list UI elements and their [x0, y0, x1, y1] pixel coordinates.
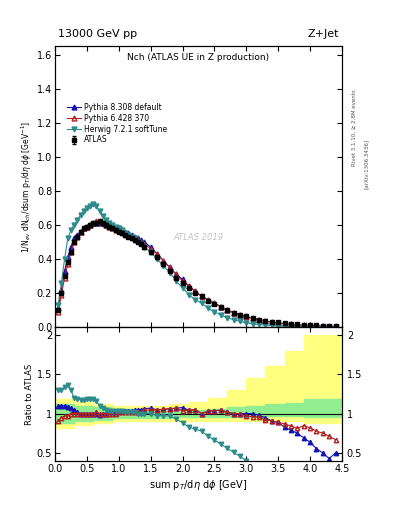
Herwig 7.2.1 softTune — [101, 214, 105, 220]
Pythia 6.428 370 — [56, 309, 61, 315]
Herwig 7.2.1 softTune — [320, 324, 325, 330]
Y-axis label: Ratio to ATLAS: Ratio to ATLAS — [25, 364, 34, 424]
Pythia 6.428 370 — [333, 323, 338, 329]
Pythia 8.308 default — [333, 324, 338, 330]
Text: ATLAS 2019: ATLAS 2019 — [173, 232, 224, 242]
Herwig 7.2.1 softTune — [91, 201, 95, 207]
Herwig 7.2.1 softTune — [314, 324, 319, 330]
Herwig 7.2.1 softTune — [244, 319, 249, 326]
Pythia 8.308 default — [244, 313, 249, 319]
X-axis label: sum p$_T$/d$\eta$ d$\phi$ [GeV]: sum p$_T$/d$\eta$ d$\phi$ [GeV] — [149, 478, 248, 492]
Pythia 6.428 370 — [101, 220, 105, 226]
Pythia 6.428 370 — [282, 321, 287, 327]
Pythia 8.308 default — [327, 324, 332, 330]
Pythia 8.308 default — [91, 220, 95, 226]
Pythia 6.428 370 — [94, 219, 99, 225]
Herwig 7.2.1 softTune — [104, 217, 108, 223]
Pythia 6.428 370 — [219, 304, 223, 310]
Pythia 8.308 default — [219, 304, 223, 310]
Pythia 8.308 default — [282, 321, 287, 327]
Pythia 8.308 default — [104, 222, 108, 228]
Text: Z+Jet: Z+Jet — [308, 29, 339, 39]
Y-axis label: 1/N$_{ev}$ dN$_{ch}$/dsum p$_T$/d$\eta$ d$\phi$ [GeV$^{-1}$]: 1/N$_{ev}$ dN$_{ch}$/dsum p$_T$/d$\eta$ … — [20, 120, 34, 253]
Herwig 7.2.1 softTune — [219, 312, 223, 318]
Herwig 7.2.1 softTune — [333, 324, 338, 330]
Pythia 8.308 default — [314, 323, 319, 329]
Herwig 7.2.1 softTune — [282, 323, 287, 329]
Text: [arXiv:1306.3436]: [arXiv:1306.3436] — [364, 139, 369, 189]
Text: Rivet 3.1.10, ≥ 2.8M events: Rivet 3.1.10, ≥ 2.8M events — [352, 90, 357, 166]
Pythia 6.428 370 — [104, 222, 108, 228]
Text: 13000 GeV pp: 13000 GeV pp — [58, 29, 137, 39]
Herwig 7.2.1 softTune — [56, 302, 61, 308]
Text: Nch (ATLAS UE in Z production): Nch (ATLAS UE in Z production) — [127, 53, 270, 62]
Pythia 6.428 370 — [320, 323, 325, 329]
Line: Pythia 8.308 default: Pythia 8.308 default — [56, 221, 338, 329]
Legend: Pythia 8.308 default, Pythia 6.428 370, Herwig 7.2.1 softTune, ATLAS: Pythia 8.308 default, Pythia 6.428 370, … — [64, 100, 169, 147]
Line: Pythia 6.428 370: Pythia 6.428 370 — [56, 219, 338, 329]
Pythia 6.428 370 — [244, 314, 249, 320]
Line: Herwig 7.2.1 softTune: Herwig 7.2.1 softTune — [56, 202, 338, 329]
Pythia 8.308 default — [56, 305, 61, 311]
Pythia 8.308 default — [101, 220, 105, 226]
